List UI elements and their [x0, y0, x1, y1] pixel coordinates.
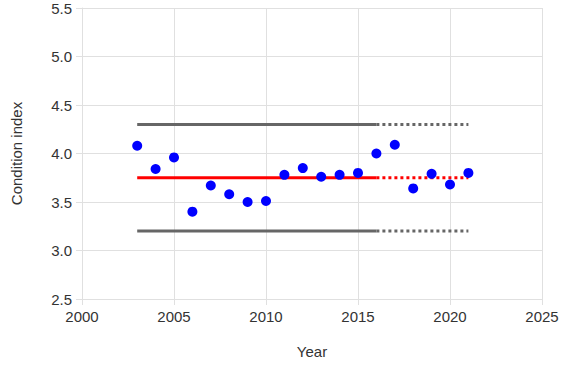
- svg-text:2.5: 2.5: [51, 291, 72, 308]
- svg-text:2010: 2010: [249, 308, 282, 325]
- svg-text:4.0: 4.0: [51, 145, 72, 162]
- svg-text:4.5: 4.5: [51, 97, 72, 114]
- svg-text:5.5: 5.5: [51, 0, 72, 17]
- svg-text:2000: 2000: [65, 308, 98, 325]
- svg-text:5.0: 5.0: [51, 48, 72, 65]
- svg-text:3.5: 3.5: [51, 194, 72, 211]
- svg-text:2025: 2025: [525, 308, 558, 325]
- svg-text:2005: 2005: [157, 308, 190, 325]
- svg-text:Year: Year: [297, 343, 327, 360]
- svg-text:Condition index: Condition index: [8, 101, 25, 205]
- svg-text:2015: 2015: [341, 308, 374, 325]
- svg-text:2020: 2020: [433, 308, 466, 325]
- svg-text:3.0: 3.0: [51, 242, 72, 259]
